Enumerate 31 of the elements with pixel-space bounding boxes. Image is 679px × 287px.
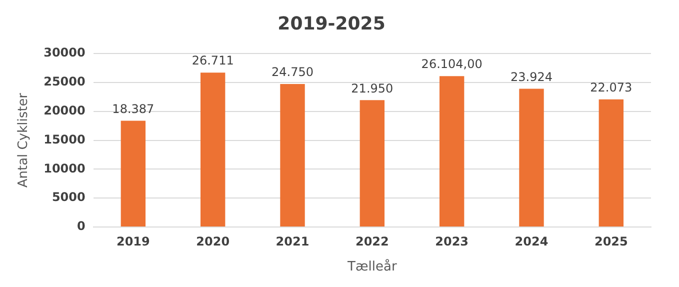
y-tick-label: 0 (76, 219, 86, 234)
bar (519, 88, 544, 226)
y-tick-label: 10000 (44, 161, 86, 176)
x-tick-label: 2021 (276, 234, 310, 248)
x-tick-label: 2024 (514, 234, 548, 248)
x-tick-label: 2025 (594, 234, 628, 248)
y-tick-label: 20000 (44, 104, 86, 118)
data-label: 18.387 (112, 102, 154, 116)
data-label: 21.950 (351, 81, 394, 96)
bar (598, 99, 624, 226)
data-label: 23.924 (510, 70, 553, 84)
x-axis-title: Tælleår (346, 258, 398, 275)
x-tick-label: 2020 (196, 234, 230, 248)
bar (120, 120, 146, 226)
data-label: 24.750 (272, 65, 314, 80)
data-label: 22.073 (590, 80, 632, 95)
bar (280, 84, 305, 226)
bar (200, 72, 226, 226)
bar (360, 100, 385, 226)
x-tick-label: 2022 (355, 234, 389, 248)
y-tick-label: 5000 (52, 190, 86, 204)
data-label: 26.104,00 (421, 57, 482, 72)
data-label: 26.711 (192, 54, 234, 68)
y-tick-label: 25000 (44, 74, 86, 89)
x-tick-label: 2019 (116, 234, 150, 248)
bar (439, 76, 464, 226)
y-tick-label: 30000 (44, 46, 86, 60)
x-tick-label: 2023 (435, 234, 469, 248)
y-axis-title: Antal Cyklister (16, 92, 32, 188)
chart-title: 2019-2025 (278, 13, 386, 34)
y-tick-label: 15000 (44, 132, 86, 146)
